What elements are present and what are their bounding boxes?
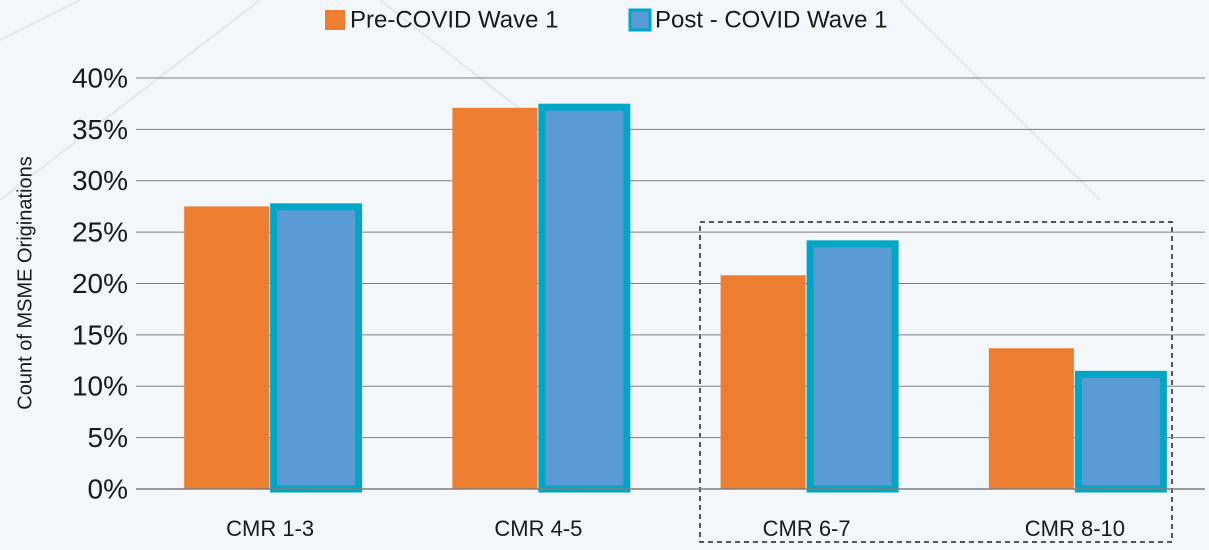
x-tick-label: CMR 4-5 bbox=[494, 516, 582, 541]
x-tick-label: CMR 6-7 bbox=[763, 516, 851, 541]
y-tick-label: 40% bbox=[72, 62, 128, 93]
bar bbox=[1074, 370, 1167, 493]
y-axis-label: Count of MSME Originations bbox=[14, 156, 36, 409]
background-pattern bbox=[0, 0, 1101, 201]
bar bbox=[184, 206, 270, 489]
y-tick-label: 25% bbox=[72, 217, 128, 248]
legend-swatch bbox=[628, 8, 652, 32]
y-tick-label: 20% bbox=[72, 268, 128, 299]
y-tick-label: 0% bbox=[88, 473, 128, 504]
y-tick-label: 10% bbox=[72, 371, 128, 402]
bar bbox=[270, 203, 363, 493]
bar bbox=[720, 275, 806, 489]
bar bbox=[806, 240, 899, 493]
y-tick-label: 5% bbox=[88, 422, 128, 453]
bar bbox=[452, 107, 538, 490]
x-tick-label: CMR 1-3 bbox=[226, 516, 314, 541]
y-tick-label: 15% bbox=[72, 319, 128, 350]
legend-label: Pre-COVID Wave 1 bbox=[350, 6, 559, 33]
bar bbox=[538, 103, 631, 493]
y-tick-label: 35% bbox=[72, 114, 128, 145]
bar bbox=[988, 348, 1074, 489]
legend-swatch bbox=[325, 10, 345, 30]
y-tick-label: 30% bbox=[72, 165, 128, 196]
x-tick-label: CMR 8-10 bbox=[1025, 516, 1125, 541]
legend-label: Post - COVID Wave 1 bbox=[655, 6, 888, 33]
highlight-box bbox=[699, 221, 1173, 543]
